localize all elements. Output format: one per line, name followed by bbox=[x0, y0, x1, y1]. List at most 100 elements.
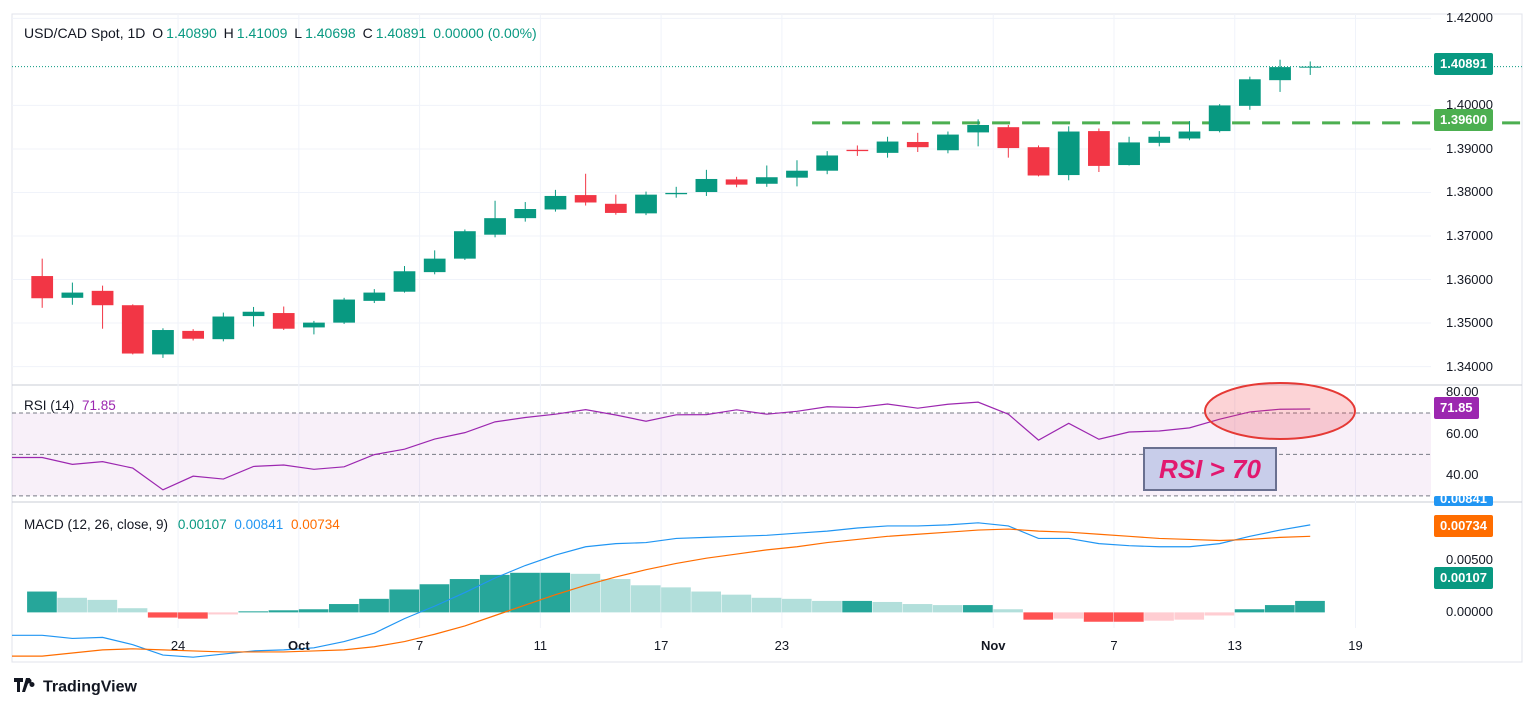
macd-histogram-bar bbox=[1053, 612, 1084, 619]
macd-histogram-bar bbox=[600, 579, 631, 613]
macd-histogram-bar bbox=[268, 610, 299, 613]
rsi-line bbox=[12, 401, 1311, 491]
macd-hist-value: 0.00107 bbox=[177, 517, 227, 532]
macd-histogram-bar bbox=[812, 600, 842, 613]
macd-histogram-bar bbox=[329, 604, 359, 613]
macd-tick-label: 0.00000 bbox=[1446, 604, 1493, 620]
macd-histogram-bar bbox=[751, 597, 782, 613]
price-tick-label: 1.35000 bbox=[1446, 315, 1493, 331]
candle-body bbox=[31, 276, 54, 299]
high-value: 1.41009 bbox=[236, 25, 288, 41]
candle-body bbox=[1148, 136, 1171, 143]
high-label: H bbox=[223, 25, 234, 41]
candle-body bbox=[514, 209, 537, 219]
macd-histogram-bar bbox=[842, 600, 872, 613]
candle-body bbox=[333, 299, 355, 323]
candle-body bbox=[61, 292, 84, 298]
candle-body bbox=[544, 195, 567, 210]
signal-line bbox=[12, 528, 1311, 657]
macd-histogram-bar bbox=[419, 584, 450, 613]
open-label: O bbox=[152, 25, 164, 41]
price-tick-label: 1.34000 bbox=[1446, 358, 1493, 374]
candle-body bbox=[363, 292, 386, 301]
candle-body bbox=[423, 258, 446, 273]
close-label: C bbox=[362, 25, 373, 41]
candle-body bbox=[604, 203, 627, 213]
candle-body bbox=[1299, 66, 1322, 68]
rsi-label[interactable]: RSI (14) bbox=[24, 398, 75, 413]
price-tick-label: 1.38000 bbox=[1446, 184, 1493, 200]
macd-histogram-bar bbox=[208, 612, 238, 615]
time-tick-label: 24 bbox=[170, 638, 186, 653]
candle-body bbox=[906, 141, 929, 148]
candle-body bbox=[121, 305, 144, 354]
candle-body bbox=[695, 178, 718, 193]
chart-header: USD/CAD Spot, 1D O 1.40890 H 1.41009 L 1.40… bbox=[24, 25, 540, 41]
time-tick-label: Oct bbox=[287, 638, 310, 653]
rsi-legend: RSI (14) 71.85 bbox=[24, 398, 116, 413]
macd-line bbox=[12, 522, 1311, 658]
candle-body bbox=[635, 194, 657, 214]
macd-histogram-bar bbox=[570, 573, 601, 613]
signal-value-tag: 0.00734 bbox=[1434, 515, 1493, 537]
macd-histogram-bar bbox=[963, 605, 993, 613]
price-tick-label: 1.37000 bbox=[1446, 228, 1493, 243]
rsi-annotation-box: RSI > 70 bbox=[1143, 447, 1277, 491]
macd-histogram-bar bbox=[1083, 612, 1114, 622]
candle-body bbox=[876, 141, 899, 153]
chart-frame bbox=[11, 13, 1523, 663]
time-tick-label: 7 bbox=[415, 638, 424, 653]
candle-body bbox=[1208, 105, 1231, 132]
candle-body bbox=[1027, 147, 1050, 176]
macd-histogram-bar bbox=[721, 594, 752, 613]
macd-histogram-bar bbox=[781, 598, 812, 613]
brand-name: TradingView bbox=[43, 678, 137, 696]
candle-body bbox=[484, 218, 506, 235]
macd-histogram-bar bbox=[449, 579, 480, 613]
macd-histogram-bar bbox=[872, 601, 903, 613]
price-tick-label: 1.39000 bbox=[1446, 140, 1493, 156]
candle-body bbox=[91, 290, 114, 306]
candle-body bbox=[755, 177, 778, 184]
macd-histogram-bar bbox=[178, 612, 208, 619]
macd-histogram-bar bbox=[1174, 612, 1205, 620]
macd-histogram-bar bbox=[1113, 612, 1144, 622]
macd-histogram-bar bbox=[993, 609, 1023, 613]
candle-body bbox=[1118, 142, 1140, 166]
macd-histogram-bar bbox=[510, 572, 540, 613]
close-value: 1.40891 bbox=[375, 25, 427, 41]
candle-body bbox=[1238, 79, 1261, 106]
macd-signal-value: 0.00734 bbox=[290, 517, 340, 532]
macd-histogram-bar bbox=[1234, 609, 1265, 613]
macd-histogram-bar bbox=[630, 585, 661, 613]
last-price-tag: 1.40891 bbox=[1434, 53, 1493, 75]
candle-body bbox=[786, 170, 808, 178]
macd-line-value: 0.00841 bbox=[234, 517, 284, 532]
candle-body bbox=[454, 231, 476, 259]
rsi-value: 71.85 bbox=[82, 398, 116, 413]
macd-histogram-bar bbox=[238, 611, 269, 613]
price-tick-label: 1.42000 bbox=[1446, 10, 1493, 26]
tradingview-brand[interactable]: TradingView bbox=[14, 678, 137, 697]
candle-body bbox=[665, 192, 688, 195]
candle-body bbox=[1057, 131, 1080, 176]
candle-body bbox=[182, 330, 205, 339]
macd-histogram-bar bbox=[298, 609, 329, 613]
candle-body bbox=[1269, 67, 1291, 81]
price-tick-label: 1.36000 bbox=[1446, 271, 1493, 287]
candle-body bbox=[846, 149, 869, 152]
macd-histogram-bar bbox=[1204, 612, 1235, 616]
candle-body bbox=[574, 195, 597, 203]
macd-label[interactable]: MACD (12, 26, close, 9) bbox=[24, 517, 169, 532]
macd-histogram-bar bbox=[27, 591, 57, 613]
price-tick-label: 1.40000 bbox=[1446, 97, 1493, 113]
time-tick-label: 19 bbox=[1348, 638, 1363, 653]
histogram-value-tag: 0.00107 bbox=[1434, 567, 1493, 589]
candle-body bbox=[1178, 131, 1201, 139]
candle-body bbox=[152, 330, 174, 355]
time-tick-label: 7 bbox=[1110, 638, 1118, 653]
macd-histogram-bar bbox=[389, 589, 420, 613]
macd-histogram-bar bbox=[1144, 612, 1174, 621]
symbol-title[interactable]: USD/CAD Spot, 1D bbox=[24, 25, 146, 41]
macd-histogram-bar bbox=[87, 599, 118, 613]
